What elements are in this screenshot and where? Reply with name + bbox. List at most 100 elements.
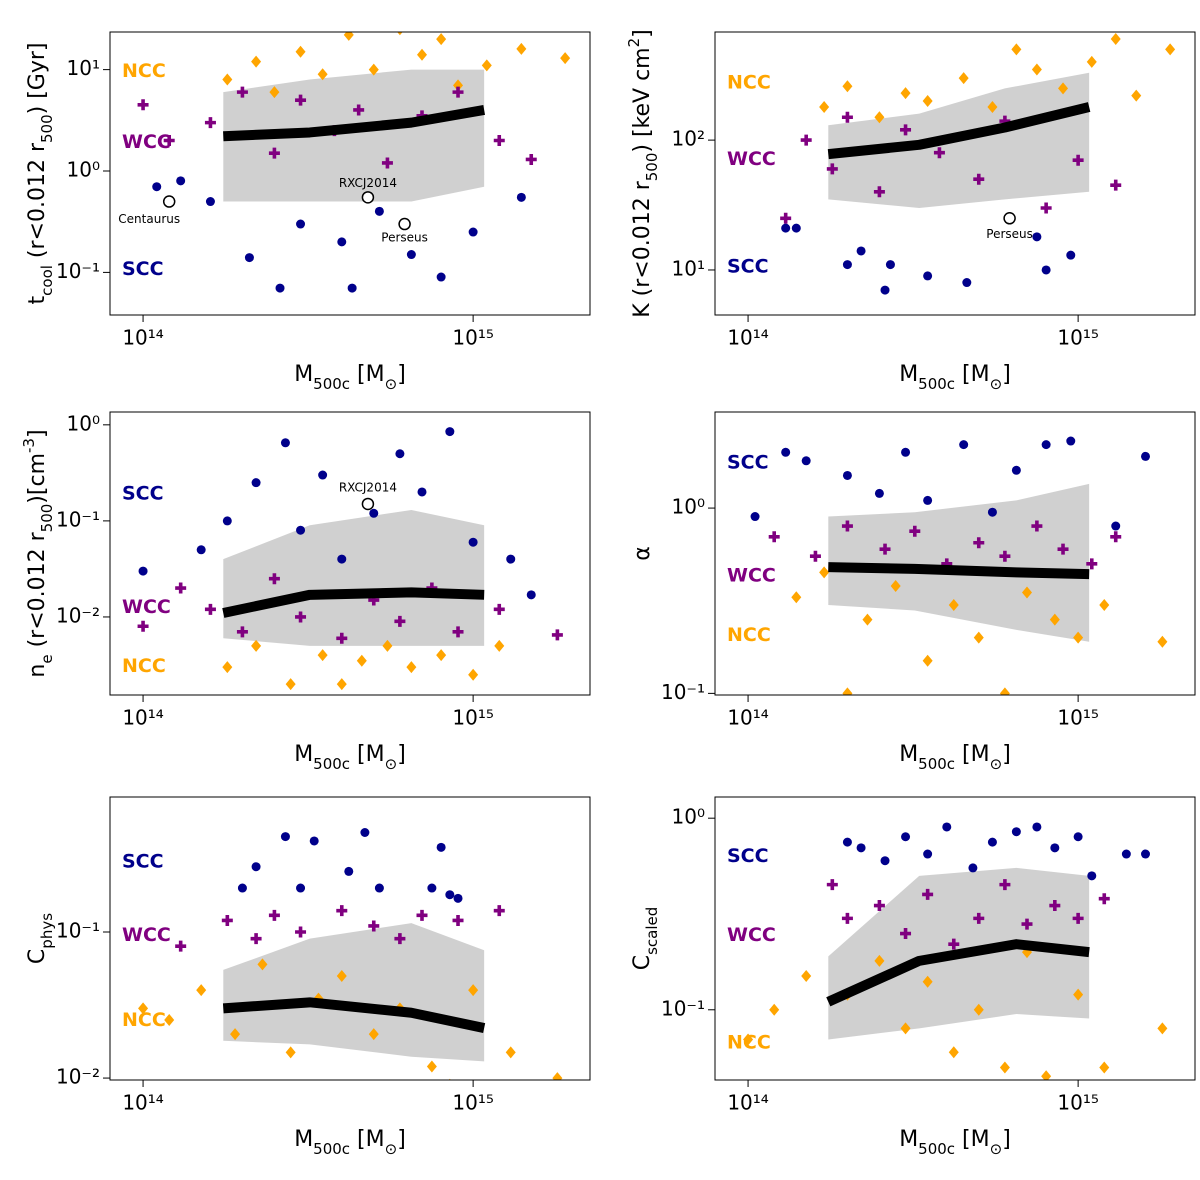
point [809, 550, 821, 562]
point [1140, 849, 1150, 859]
point [1041, 440, 1051, 450]
point [360, 827, 370, 837]
label-part: M [899, 1127, 918, 1152]
point [999, 550, 1011, 562]
series-label: SCC [122, 483, 164, 505]
point [901, 447, 911, 457]
point [251, 862, 261, 872]
point [987, 837, 997, 847]
label-part: ] [397, 1127, 406, 1152]
annotation-marker [398, 217, 411, 231]
series-label: SCC [727, 845, 769, 867]
point [933, 147, 945, 159]
point [416, 909, 428, 921]
point [1058, 82, 1069, 95]
label-part: ) [Gyr] [25, 43, 50, 115]
annotation-marker [162, 195, 176, 208]
point [196, 984, 207, 997]
point [958, 72, 969, 85]
point [768, 531, 780, 543]
x-tick-label: 10¹⁴ [122, 326, 163, 350]
point [280, 438, 290, 448]
point [137, 99, 149, 111]
point [204, 117, 216, 129]
point [222, 516, 232, 526]
point [426, 582, 438, 594]
point [230, 1028, 241, 1041]
point [973, 912, 985, 924]
point [791, 591, 802, 604]
point [138, 566, 148, 576]
point [368, 594, 380, 606]
point [819, 566, 830, 579]
point [856, 246, 866, 256]
point [221, 914, 233, 926]
point [356, 654, 367, 667]
axes-frame [714, 31, 1196, 316]
scatter-band [223, 923, 485, 1062]
label-part: ] [1002, 742, 1011, 767]
point [317, 68, 328, 81]
point [1131, 89, 1142, 102]
point [436, 33, 447, 46]
point [1066, 250, 1076, 260]
label-part: [M [350, 362, 385, 387]
x-axis-label: M500c [M⊙] [294, 1127, 406, 1158]
point [909, 525, 921, 537]
point [417, 487, 427, 497]
panel: SCC WCC NCC 10¹⁴ 10¹⁵ 10⁻² 10⁻¹ M500c [M⊙] Cphys [25, 796, 591, 1158]
point [257, 958, 268, 971]
point [800, 134, 812, 146]
point [374, 206, 384, 216]
annotation-label: Centaurus [118, 212, 180, 226]
label-part: ⊙ [385, 1140, 398, 1158]
label-part: ] [1002, 1127, 1011, 1152]
point [942, 822, 952, 832]
point [336, 905, 348, 917]
point [923, 495, 933, 505]
point [374, 883, 384, 893]
point [296, 883, 306, 893]
point [873, 186, 885, 198]
point [394, 933, 406, 945]
point [493, 905, 505, 917]
y-tick-label: 10⁻¹ [661, 996, 705, 1020]
x-tick-label: 10¹⁵ [1057, 706, 1098, 730]
point [999, 115, 1011, 127]
point [880, 285, 890, 295]
point [1087, 871, 1097, 881]
point [176, 176, 186, 186]
series-label: NCC [727, 624, 771, 646]
point [922, 654, 933, 667]
point [152, 182, 162, 192]
point [251, 639, 262, 652]
series-label: NCC [727, 71, 771, 93]
label-part: cool [38, 265, 56, 296]
label-part: 500c [313, 1140, 350, 1158]
y-tick-label: 10⁰ [67, 158, 100, 182]
point [436, 272, 446, 282]
point [862, 613, 873, 626]
point [251, 55, 262, 68]
point [1066, 436, 1076, 446]
point [1072, 154, 1084, 166]
point [268, 147, 280, 159]
point [1041, 1070, 1052, 1080]
point [137, 620, 149, 632]
point [922, 95, 933, 108]
y-tick-label: 10⁻¹ [56, 507, 100, 531]
plot-area [137, 427, 563, 691]
label-part: (r<0.012 r [25, 531, 50, 654]
point [801, 456, 811, 466]
plot-area [743, 822, 1168, 1080]
label-part: M [899, 742, 918, 767]
label-part: t [25, 296, 50, 305]
y-tick-label: 10⁰ [672, 495, 705, 519]
point [406, 250, 416, 260]
point [317, 649, 328, 662]
point [452, 914, 464, 926]
annotation-marker [361, 497, 375, 511]
point [973, 1003, 984, 1016]
point [453, 893, 463, 903]
